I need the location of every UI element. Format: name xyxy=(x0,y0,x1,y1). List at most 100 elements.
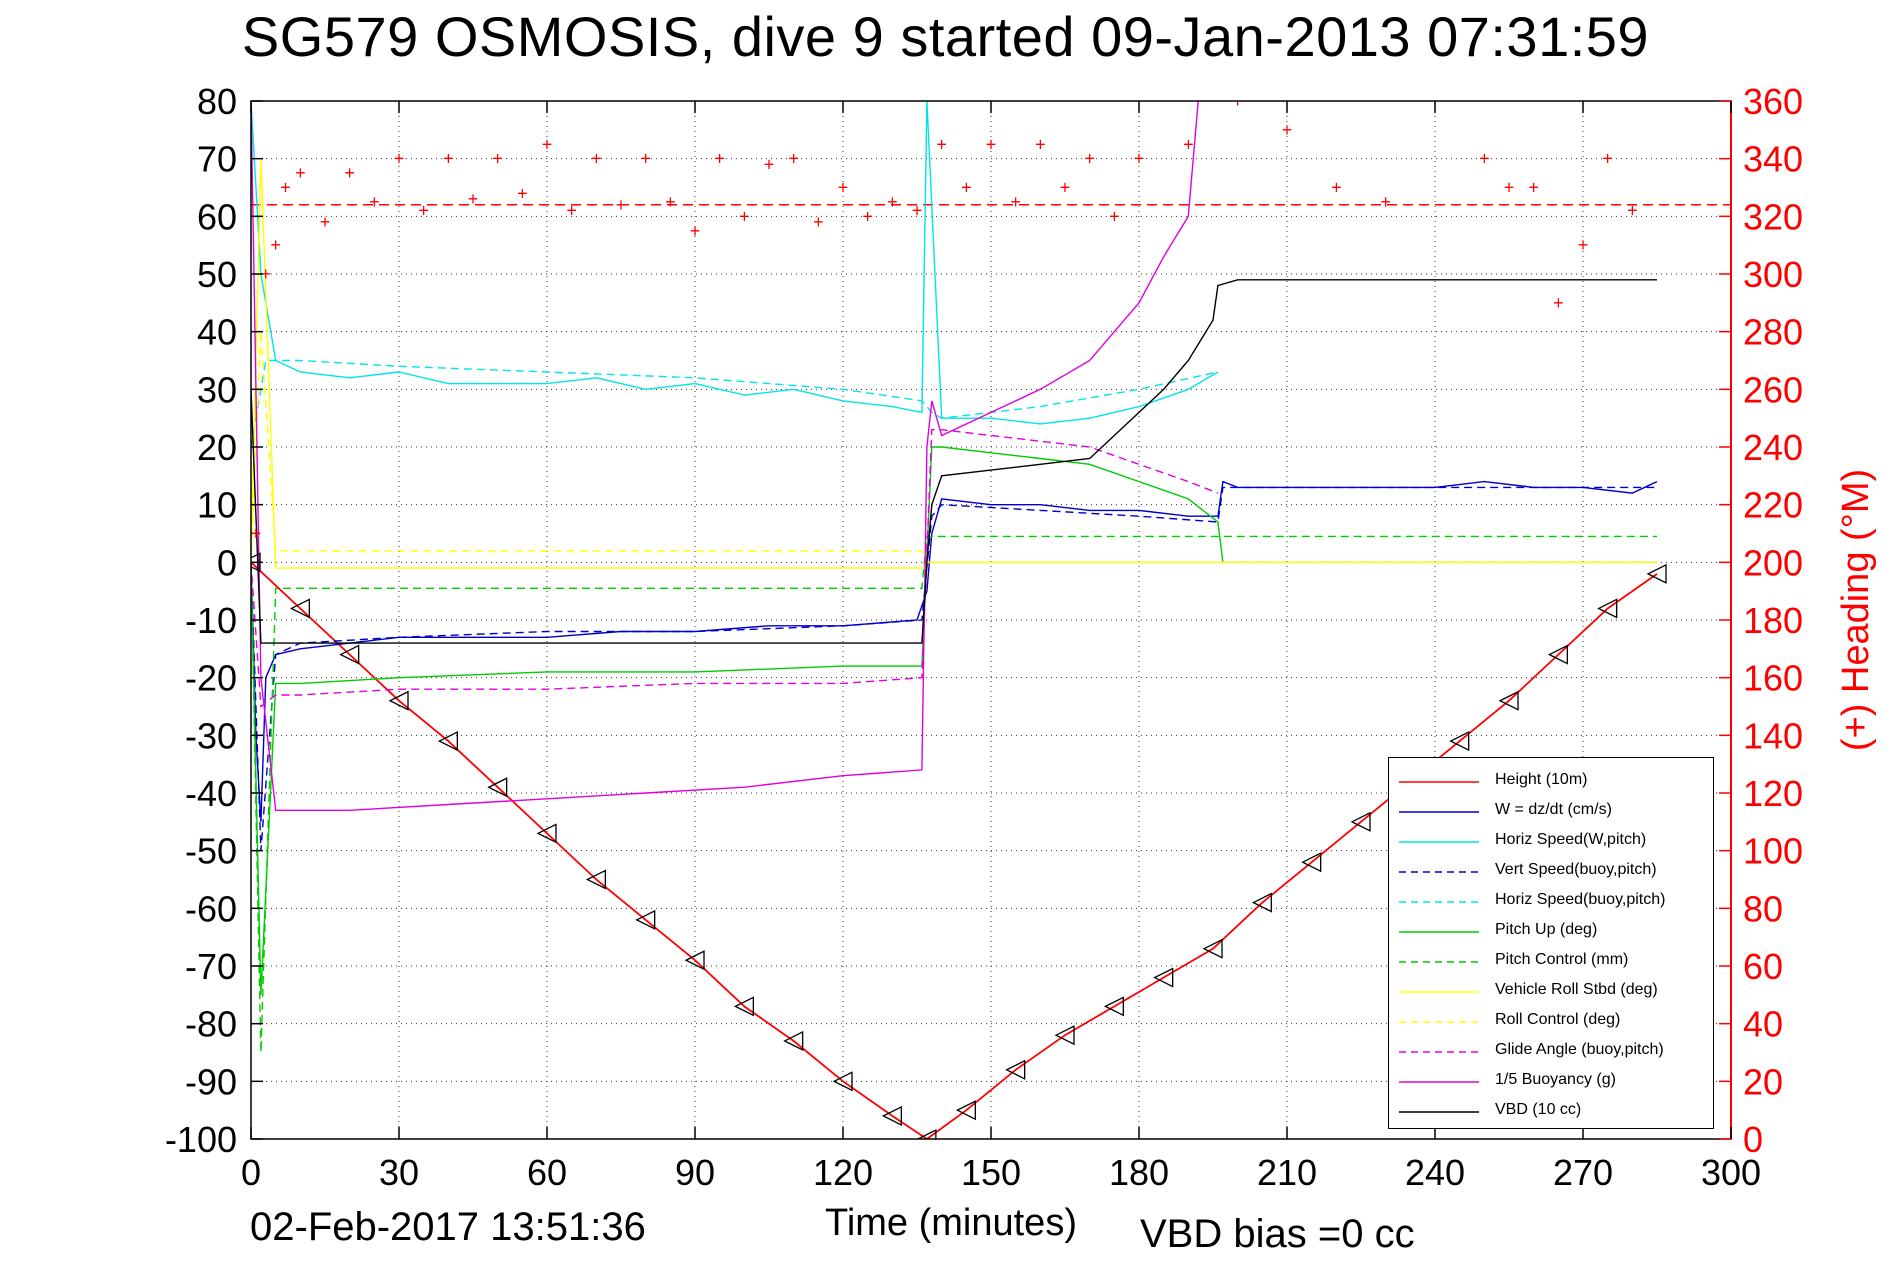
heading-point: + xyxy=(739,206,750,226)
legend-label: Pitch Control (mm) xyxy=(1495,951,1629,968)
heading-point: + xyxy=(270,235,281,255)
heading-point: + xyxy=(936,134,947,154)
legend-swatch xyxy=(1399,811,1479,813)
heading-point: + xyxy=(369,192,380,212)
y-tick-label: 60 xyxy=(197,196,237,237)
depth-marker xyxy=(881,1105,902,1126)
heading-point: + xyxy=(251,524,262,544)
depth-marker xyxy=(1597,598,1618,619)
heading-point: + xyxy=(320,212,331,232)
heading-point: + xyxy=(764,154,775,174)
x-tick-label: 180 xyxy=(1109,1152,1169,1193)
x-tick-label: 90 xyxy=(675,1152,715,1193)
y-right-tick-label: 60 xyxy=(1743,946,1783,987)
y-right-tick-label: 80 xyxy=(1743,888,1783,929)
y-tick-label: 20 xyxy=(197,427,237,468)
y-tick-label: -100 xyxy=(165,1119,237,1160)
depth-marker xyxy=(1103,996,1124,1017)
legend-label: Vert Speed(buoy,pitch) xyxy=(1495,861,1657,878)
x-tick-label: 60 xyxy=(527,1152,567,1193)
legend-label: Vehicle Roll Stbd (deg) xyxy=(1495,981,1658,998)
series-line-pitch-control-mm xyxy=(251,535,1657,1053)
x-tick-label: 240 xyxy=(1405,1152,1465,1193)
legend: Height (10m) W = dz/dt (cm/s) Horiz Speed(… xyxy=(1388,757,1714,1129)
x-tick-label: 210 xyxy=(1257,1152,1317,1193)
y-tick-label: -60 xyxy=(185,888,237,929)
y-right-tick-label: 160 xyxy=(1743,658,1803,699)
heading-point: + xyxy=(1602,149,1613,169)
legend-swatch xyxy=(1399,901,1479,903)
legend-item: Pitch Control (mm) xyxy=(1389,948,1715,978)
legend-item: Horiz Speed(buoy,pitch) xyxy=(1389,888,1715,918)
legend-label: Glide Angle (buoy,pitch) xyxy=(1495,1041,1664,1058)
y-right-tick-label: 260 xyxy=(1743,369,1803,410)
chart-title: SG579 OSMOSIS, dive 9 started 09-Jan-201… xyxy=(241,5,1650,68)
depth-marker xyxy=(1153,967,1174,988)
depth-marker xyxy=(437,731,458,752)
heading-point: + xyxy=(1627,201,1638,221)
heading-point: + xyxy=(1504,178,1515,198)
y-tick-label: 80 xyxy=(197,81,237,122)
heading-point: + xyxy=(714,149,725,169)
heading-point: + xyxy=(295,163,306,183)
y-right-tick-label: 220 xyxy=(1743,485,1803,526)
y-right-tick-label: 360 xyxy=(1743,81,1803,122)
depth-marker xyxy=(388,690,409,711)
legend-label: VBD (10 cc) xyxy=(1495,1101,1582,1118)
legend-swatch xyxy=(1399,1051,1479,1053)
y-right-tick-label: 140 xyxy=(1743,715,1803,756)
x-tick-label: 270 xyxy=(1553,1152,1613,1193)
heading-point: + xyxy=(1578,235,1589,255)
heading-point: + xyxy=(344,163,355,183)
x-tick-label: 0 xyxy=(241,1152,261,1193)
heading-point: + xyxy=(788,149,799,169)
heading-point: + xyxy=(1060,178,1071,198)
heading-point: + xyxy=(1528,178,1539,198)
legend-label: Roll Control (deg) xyxy=(1495,1011,1621,1028)
heading-point: + xyxy=(261,264,272,284)
heading-point: + xyxy=(542,134,553,154)
series-line-1-5-buoyancy-g xyxy=(251,101,1199,811)
legend-swatch xyxy=(1399,1021,1479,1023)
y-tick-label: -20 xyxy=(185,658,237,699)
legend-label: Horiz Speed(W,pitch) xyxy=(1495,831,1647,848)
x-tick-label: 30 xyxy=(379,1152,419,1193)
heading-point: + xyxy=(1331,178,1342,198)
depth-marker xyxy=(585,869,606,890)
y-right-tick-label: 20 xyxy=(1743,1061,1783,1102)
y-tick-label: -50 xyxy=(185,831,237,872)
heading-point: + xyxy=(1232,91,1243,111)
y-tick-label: 40 xyxy=(197,312,237,353)
axes: 0 30 60 90 120 150 180 210 240 270 300-100-90-80-7… xyxy=(165,81,1877,1244)
legend-item: VBD (10 cc) xyxy=(1389,1098,1715,1128)
legend-swatch xyxy=(1399,871,1479,873)
y-right-tick-label: 240 xyxy=(1743,427,1803,468)
legend-swatch xyxy=(1399,991,1479,993)
depth-marker xyxy=(955,1100,976,1121)
heading-point: + xyxy=(443,149,454,169)
y-tick-label: 10 xyxy=(197,485,237,526)
x-tick-label: 300 xyxy=(1701,1152,1761,1193)
legend-swatch xyxy=(1399,1111,1479,1113)
depth-marker xyxy=(1301,852,1322,873)
legend-item: Vehicle Roll Stbd (deg) xyxy=(1389,978,1715,1008)
depth-marker xyxy=(1005,1059,1026,1080)
heading-point: + xyxy=(1183,134,1194,154)
y-tick-label: -90 xyxy=(185,1061,237,1102)
y-tick-label: -70 xyxy=(185,946,237,987)
heading-point: + xyxy=(838,178,849,198)
legend-swatch xyxy=(1399,1081,1479,1083)
depth-marker xyxy=(832,1071,853,1092)
heading-point: + xyxy=(591,149,602,169)
heading-point: + xyxy=(1035,134,1046,154)
legend-swatch xyxy=(1399,931,1479,933)
depth-marker xyxy=(1202,938,1223,959)
legend-item: Glide Angle (buoy,pitch) xyxy=(1389,1038,1715,1068)
series-line-horiz-speed-buoy-pitch xyxy=(251,359,1219,448)
series-line-vbd-10-cc xyxy=(251,279,1657,644)
heading-point: + xyxy=(1084,149,1095,169)
depth-marker xyxy=(783,1030,804,1052)
series-line-glide-angle-buoy-pitch xyxy=(251,429,1219,708)
heading-point: + xyxy=(566,201,577,221)
